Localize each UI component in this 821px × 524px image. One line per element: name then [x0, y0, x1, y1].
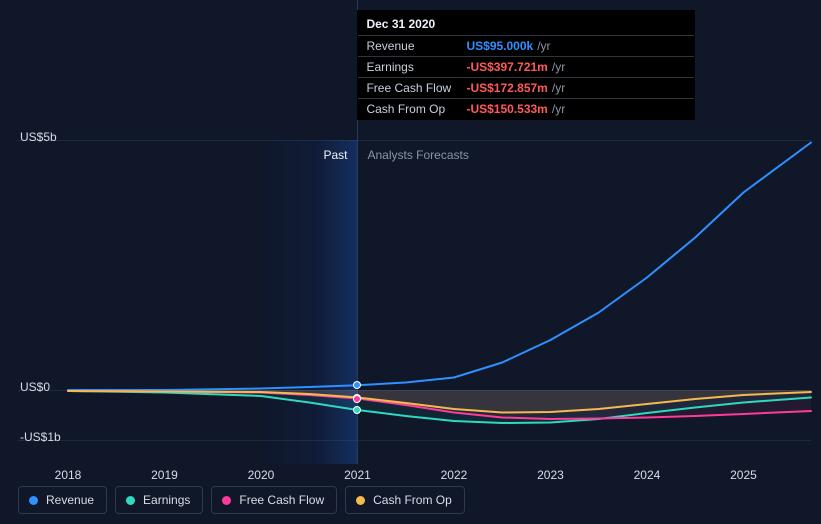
- legend-item-cfo[interactable]: Cash From Op: [345, 486, 465, 514]
- tooltip-metric-value: -US$397.721m: [466, 60, 547, 74]
- legend-dot-icon: [29, 496, 38, 505]
- tooltip-metric-unit: /yr: [552, 81, 565, 95]
- data-tooltip: Dec 31 2020 RevenueUS$95.000k/yrEarnings…: [357, 10, 695, 120]
- legend-dot-icon: [356, 496, 365, 505]
- legend-dot-icon: [222, 496, 231, 505]
- legend-item-fcf[interactable]: Free Cash Flow: [211, 486, 337, 514]
- tooltip-metric-name: Cash From Op: [366, 102, 466, 116]
- tooltip-metric-unit: /yr: [552, 60, 565, 74]
- legend-dot-icon: [126, 496, 135, 505]
- legend-label: Earnings: [143, 493, 190, 507]
- marker-fcf: [353, 395, 361, 403]
- tooltip-metric-value: -US$150.533m: [466, 102, 547, 116]
- tooltip-metric-unit: /yr: [552, 102, 565, 116]
- chart-legend: Revenue Earnings Free Cash Flow Cash From O…: [18, 486, 465, 514]
- legend-item-earnings[interactable]: Earnings: [115, 486, 203, 514]
- tooltip-date: Dec 31 2020: [358, 11, 694, 35]
- legend-label: Revenue: [46, 493, 94, 507]
- marker-earnings: [353, 406, 361, 414]
- tooltip-row: Earnings-US$397.721m/yr: [358, 56, 694, 77]
- series-revenue: [68, 143, 811, 391]
- tooltip-metric-name: Revenue: [366, 39, 466, 53]
- tooltip-row: RevenueUS$95.000k/yr: [358, 35, 694, 56]
- legend-item-revenue[interactable]: Revenue: [18, 486, 107, 514]
- tooltip-metric-unit: /yr: [537, 39, 550, 53]
- tooltip-metric-value: US$95.000k: [466, 39, 533, 53]
- tooltip-row: Cash From Op-US$150.533m/yr: [358, 98, 694, 119]
- legend-label: Free Cash Flow: [239, 493, 324, 507]
- tooltip-metric-name: Free Cash Flow: [366, 81, 466, 95]
- marker-revenue: [353, 381, 361, 389]
- legend-label: Cash From Op: [373, 493, 452, 507]
- tooltip-metric-name: Earnings: [366, 60, 466, 74]
- financial-forecast-chart: US$5bUS$0-US$1b 201820192020202120222023…: [0, 0, 821, 524]
- tooltip-row: Free Cash Flow-US$172.857m/yr: [358, 77, 694, 98]
- tooltip-metric-value: -US$172.857m: [466, 81, 547, 95]
